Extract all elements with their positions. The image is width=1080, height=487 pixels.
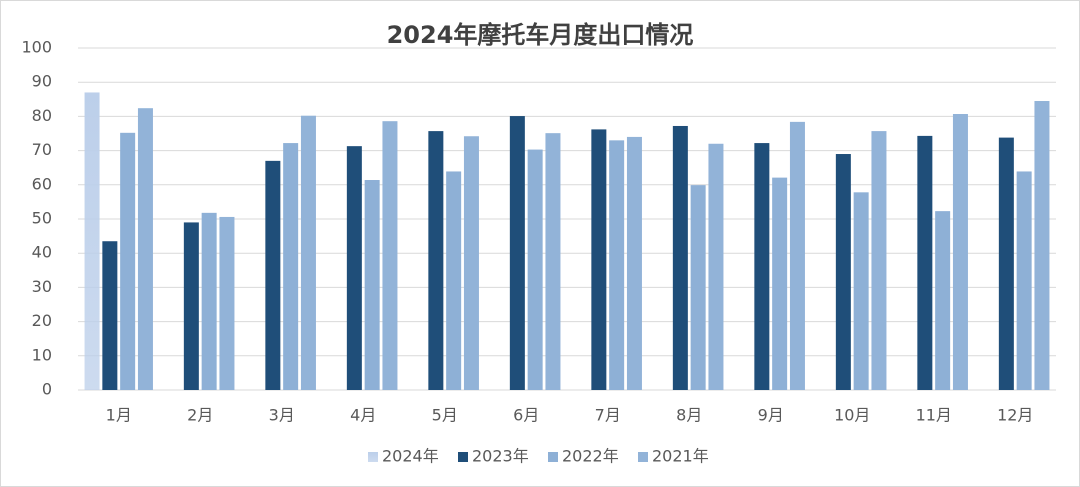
x-tick-label: 1月 [106,406,132,425]
bar [998,137,1014,390]
x-tick-label: 11月 [916,406,952,425]
bar [871,131,887,390]
x-tick-label: 9月 [758,406,784,425]
bar [283,143,299,390]
y-tick-label: 10 [32,345,52,364]
bar [789,121,805,390]
legend-label: 2021年 [652,447,709,466]
bar [545,133,561,390]
bar [917,135,933,390]
bar [754,143,770,390]
legend-swatch [548,452,558,462]
x-tick-label: 4月 [350,406,376,425]
y-tick-label: 50 [32,209,52,228]
y-tick-label: 80 [32,106,52,125]
bar [935,211,951,390]
bar [446,171,462,390]
x-tick-label: 6月 [513,406,539,425]
y-tick-label: 70 [32,140,52,159]
x-tick-label: 8月 [676,406,702,425]
bar [626,136,642,390]
y-tick-label: 0 [42,380,52,399]
bar [346,146,362,390]
y-tick-label: 20 [32,311,52,330]
bar [265,160,281,390]
bar [382,121,398,391]
bar [509,116,525,391]
bar [952,114,968,391]
y-tick-label: 90 [32,72,52,91]
bar [1034,101,1050,390]
bar [102,241,118,390]
bar [708,143,724,390]
bar [835,154,851,390]
x-tick-label: 7月 [595,406,621,425]
y-tick-label: 40 [32,243,52,262]
x-tick-label: 10月 [834,406,870,425]
bar [672,125,688,390]
bar [84,92,100,391]
legend-label: 2023年 [472,447,529,466]
bar [300,115,316,390]
bar [219,216,235,390]
legend-label: 2022年 [562,447,619,466]
bar [853,192,869,390]
x-tick-label: 5月 [432,406,458,425]
bar [183,222,199,390]
bar [772,177,788,390]
bar [120,132,136,391]
y-tick-label: 60 [32,174,52,193]
bar [609,140,625,390]
x-tick-label: 3月 [269,406,295,425]
chart-title: 2024年摩托车月度出口情况 [387,21,694,49]
bar [428,131,444,390]
bar [690,185,706,390]
bar [591,129,607,390]
legend-swatch [368,452,378,462]
bar [364,180,380,390]
y-tick-label: 100 [21,38,52,57]
legend-label: 2024年 [382,447,439,466]
y-tick-label: 30 [32,277,52,296]
x-tick-label: 12月 [997,406,1033,425]
x-tick-label: 2月 [187,406,213,425]
bar [463,136,479,390]
legend-swatch [638,452,648,462]
bar [1016,171,1032,390]
legend-swatch [458,452,468,462]
bar [201,212,217,390]
bar [137,108,153,390]
bar [527,149,543,390]
